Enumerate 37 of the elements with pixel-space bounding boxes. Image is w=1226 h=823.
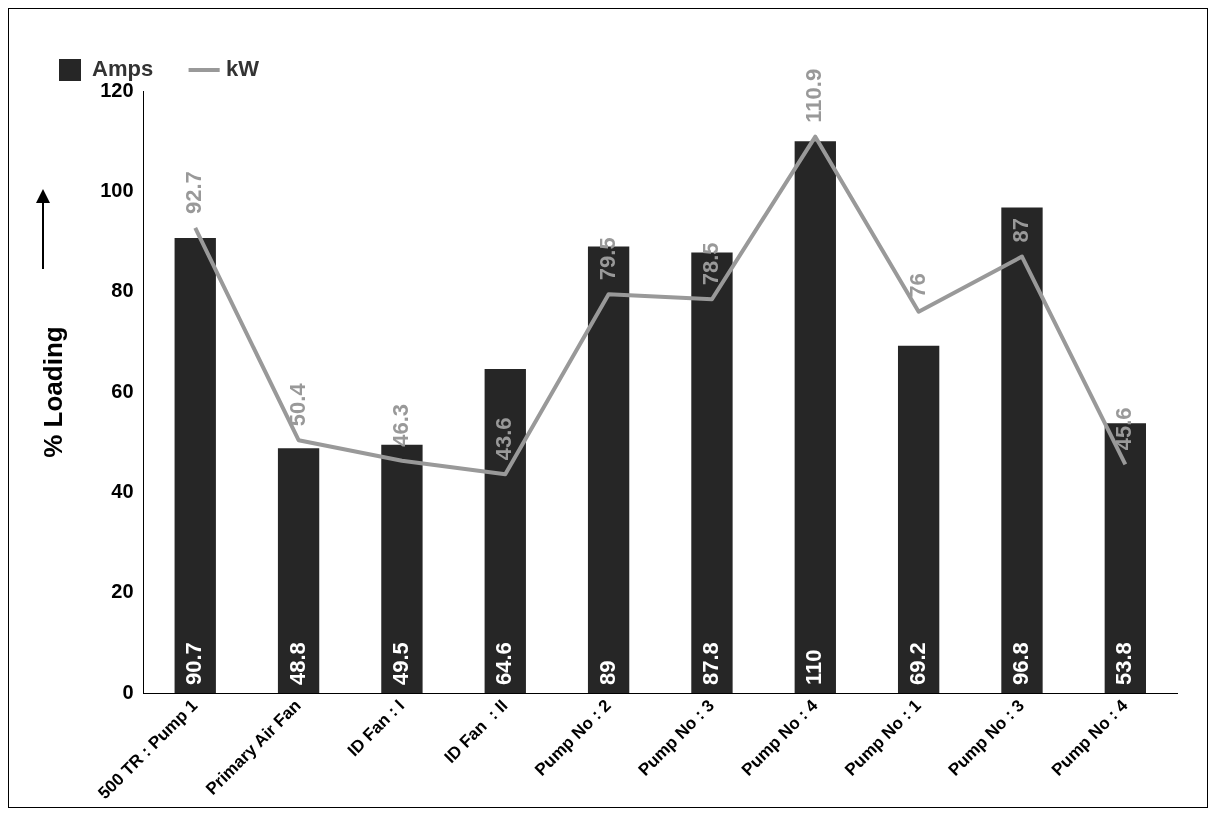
data-label: 50.4 bbox=[284, 382, 310, 427]
data-label: 48.8 bbox=[284, 642, 310, 686]
bar bbox=[794, 141, 836, 694]
data-label: 79.5 bbox=[594, 237, 620, 281]
data-label: 64.6 bbox=[491, 642, 517, 686]
bar bbox=[174, 238, 216, 694]
data-label: 90.7 bbox=[181, 642, 207, 686]
data-label: 45.6 bbox=[1111, 407, 1137, 451]
data-label: 92.7 bbox=[181, 171, 207, 214]
y-tick-label: 60 bbox=[111, 379, 134, 402]
data-label: 78.5 bbox=[698, 242, 724, 286]
data-label: 43.6 bbox=[491, 417, 517, 461]
y-tick-label: 20 bbox=[111, 580, 134, 603]
data-label: 89 bbox=[594, 660, 620, 686]
y-tick-label: 40 bbox=[111, 479, 134, 502]
data-label: 96.8 bbox=[1008, 642, 1034, 686]
x-tick-label: ID Fan : II bbox=[440, 695, 512, 767]
x-tick-label: ID Fan : I bbox=[343, 695, 409, 761]
legend-label: Amps bbox=[92, 56, 154, 82]
data-label: 49.5 bbox=[387, 642, 413, 686]
y-tick-label: 80 bbox=[111, 279, 134, 302]
y-axis-title: % Loading bbox=[37, 326, 68, 458]
data-label: 110 bbox=[801, 649, 827, 686]
data-label: 46.3 bbox=[387, 403, 413, 447]
data-label: 87.8 bbox=[698, 642, 724, 686]
bar bbox=[484, 368, 526, 694]
data-label: 53.8 bbox=[1111, 642, 1137, 686]
data-label: 110.9 bbox=[801, 68, 827, 123]
y-tick-label: 0 bbox=[122, 680, 134, 703]
data-label: 69.2 bbox=[904, 642, 930, 686]
legend-label: kW bbox=[226, 56, 260, 82]
bar bbox=[1001, 207, 1043, 694]
data-label: 87 bbox=[1008, 218, 1034, 243]
data-label: 76 bbox=[904, 273, 930, 298]
bar bbox=[277, 448, 320, 694]
bar bbox=[897, 345, 940, 694]
y-tick-label: 100 bbox=[100, 178, 134, 201]
